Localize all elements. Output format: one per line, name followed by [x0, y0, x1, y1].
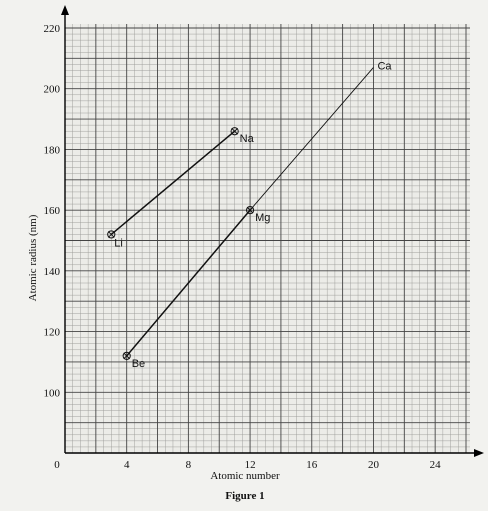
series-line-segment [126, 209, 251, 357]
data-point-cross [107, 231, 115, 238]
x-axis-title: Atomic number [210, 470, 280, 482]
origin-label: 0 [54, 459, 60, 471]
data-point-marker [107, 230, 116, 239]
y-tick-label: 100 [44, 387, 61, 399]
data-point-label: Ca [377, 60, 392, 72]
y-tick-label: 120 [44, 327, 61, 339]
x-tick-label: 24 [430, 459, 442, 471]
data-point-cross [246, 206, 254, 214]
major-grid [64, 24, 470, 454]
series-line-segment [110, 130, 236, 236]
x-tick-label: 8 [186, 459, 192, 471]
data-point-marker [122, 351, 131, 360]
minor-grid [65, 24, 470, 453]
y-axis-arrow [61, 5, 69, 15]
y-axis-title: Atomic radius (nm) [27, 214, 39, 301]
data-point-label: Li [114, 237, 123, 249]
series-group: Li Na Be Mg Ca [107, 60, 392, 370]
data-point-label: Mg [255, 212, 270, 224]
y-tick-label: 140 [44, 266, 61, 278]
data-point-label: Be [132, 358, 145, 370]
data-point-label: Na [240, 133, 255, 145]
grid-paper [65, 24, 470, 453]
x-tick-label: 16 [306, 459, 318, 471]
axes [61, 5, 484, 457]
x-tick-label: 4 [124, 459, 130, 471]
x-tick-label: 20 [368, 459, 380, 471]
figure-caption: Figure 1 [225, 490, 264, 502]
data-point-marker [230, 127, 239, 136]
y-tick-label: 180 [44, 144, 61, 156]
x-axis-arrow [474, 449, 484, 457]
series-line-segment [249, 67, 374, 211]
y-tick-label: 200 [44, 84, 61, 96]
data-point-cross [231, 127, 239, 135]
data-point-cross [123, 352, 131, 360]
x-tick-label: 12 [245, 459, 256, 471]
data-point-marker [245, 206, 255, 215]
tick-labels: 4 8 12 16 20 24 100 120 140 160 180 200 220 [44, 23, 442, 471]
y-tick-label: 220 [44, 23, 61, 35]
y-tick-label: 160 [44, 205, 61, 217]
